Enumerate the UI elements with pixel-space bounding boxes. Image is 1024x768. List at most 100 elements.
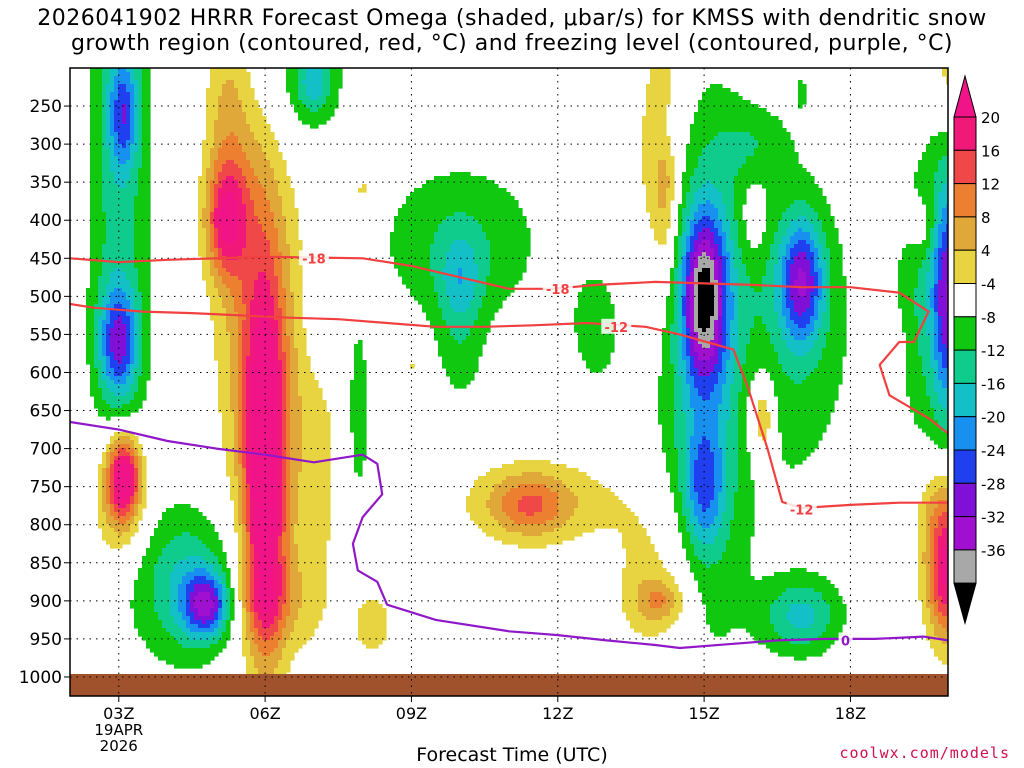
omega-cell (278, 152, 283, 197)
omega-cell (246, 484, 251, 533)
omega-cell (658, 160, 663, 209)
colorbar-swatch (953, 216, 977, 251)
omega-cell (802, 312, 807, 329)
omega-cell (666, 68, 671, 105)
omega-cell (226, 80, 231, 137)
omega-cell (110, 352, 115, 369)
omega-cell (258, 144, 263, 185)
omega-cell (938, 280, 943, 317)
omega-cell (798, 252, 803, 269)
omega-cell (594, 280, 599, 373)
omega-cell (478, 308, 483, 357)
omega-cell (666, 136, 671, 177)
omega-cell (722, 256, 727, 353)
omega-cell (666, 588, 671, 617)
omega-cell (542, 484, 547, 525)
omega-cell (250, 168, 255, 201)
omega-cell (662, 616, 667, 633)
omega-cell (502, 528, 507, 545)
omega-cell (702, 564, 707, 605)
omega-cell (806, 244, 811, 261)
omega-cell (582, 472, 587, 533)
omega-cell (242, 68, 247, 113)
omega-cell (946, 284, 948, 313)
omega-cell (254, 216, 259, 281)
omega-cell (694, 192, 699, 213)
omega-cell (486, 500, 491, 509)
omega-cell (190, 612, 195, 625)
omega-cell (794, 384, 799, 465)
omega-cell (226, 68, 231, 81)
omega-cell (214, 628, 219, 637)
omega-cell (310, 68, 315, 101)
omega-cell (818, 360, 823, 441)
omega-cell (246, 124, 251, 161)
omega-cell (474, 320, 479, 373)
omega-cell (842, 276, 847, 357)
omega-cell (538, 460, 543, 473)
omega-cell (838, 244, 843, 385)
omega-cell (942, 604, 947, 617)
omega-cell (130, 144, 135, 169)
omega-cell (186, 572, 191, 585)
omega-cell (534, 536, 539, 549)
omega-cell (542, 524, 547, 533)
colorbar-label: -24 (981, 442, 1006, 460)
omega-cell (722, 204, 727, 233)
omega-cell (426, 180, 431, 321)
omega-cell (738, 132, 743, 169)
omega-cell (810, 292, 815, 317)
omega-cell (794, 628, 799, 645)
omega-cell (714, 228, 719, 245)
omega-cell (214, 580, 219, 589)
omega-cell (798, 164, 803, 201)
omega-cell (938, 596, 943, 613)
omega-cell (230, 296, 235, 413)
omega-cell (130, 432, 135, 441)
omega-cell (438, 224, 443, 309)
omega-cell (786, 348, 791, 377)
omega-cell (258, 224, 263, 273)
omega-cell (910, 244, 915, 413)
omega-cell (938, 404, 943, 429)
omega-cell (494, 520, 499, 541)
omega-cell (790, 604, 795, 625)
omega-cell (906, 244, 911, 397)
omega-cell (734, 492, 739, 629)
omega-cell (762, 400, 767, 441)
omega-cell (550, 532, 555, 545)
omega-cell (722, 512, 727, 553)
omega-cell (478, 224, 483, 309)
omega-cell (566, 488, 571, 521)
omega-cell (930, 496, 935, 517)
omega-cell (710, 84, 715, 141)
omega-cell (202, 208, 207, 229)
omega-cell (938, 428, 943, 449)
omega-cell (706, 180, 711, 201)
omega-cell (130, 84, 135, 145)
omega-cell (810, 276, 815, 293)
omega-cell (734, 132, 739, 177)
omega-cell (206, 168, 211, 261)
omega-cell (258, 108, 263, 145)
omega-cell (254, 100, 259, 141)
colorbar-label: 12 (981, 176, 1000, 194)
omega-cell (670, 324, 675, 365)
omega-cell (698, 220, 703, 233)
omega-cell (778, 572, 783, 597)
omega-cell (114, 520, 119, 533)
omega-cell (230, 192, 235, 245)
omega-cell (274, 276, 279, 321)
omega-cell (262, 612, 267, 629)
omega-cell (190, 536, 195, 557)
omega-cell (530, 496, 535, 517)
credit-text: coolwx.com/models (839, 744, 1010, 762)
omega-cell (778, 636, 783, 657)
omega-cell (498, 188, 503, 309)
omega-cell (122, 188, 127, 273)
omega-cell (526, 524, 531, 537)
omega-cell (206, 640, 211, 649)
omega-cell (438, 176, 443, 225)
omega-cell (282, 532, 287, 557)
omega-cell (786, 228, 791, 245)
